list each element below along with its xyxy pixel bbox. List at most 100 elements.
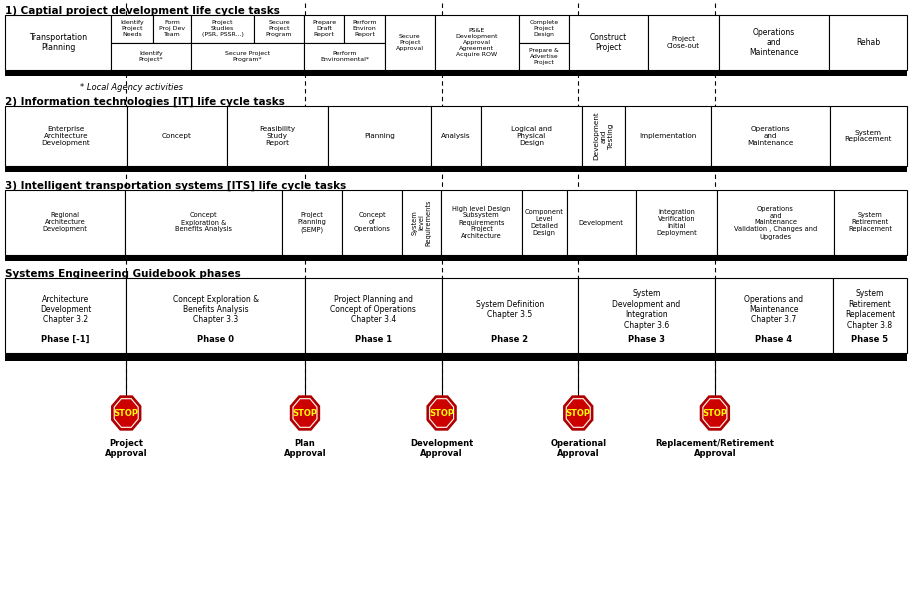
Text: Operations
and
Maintenance: Operations and Maintenance <box>746 126 793 146</box>
FancyBboxPatch shape <box>5 354 906 361</box>
Text: Transportation
Planning: Transportation Planning <box>29 33 87 52</box>
FancyBboxPatch shape <box>581 106 625 166</box>
Text: Project
Planning
(SEMP): Project Planning (SEMP) <box>298 212 326 233</box>
Polygon shape <box>564 397 592 429</box>
FancyBboxPatch shape <box>635 190 716 255</box>
Text: Perform
Environmental*: Perform Environmental* <box>320 51 368 62</box>
FancyBboxPatch shape <box>521 190 566 255</box>
Text: STOP: STOP <box>292 409 317 418</box>
Text: Perform
Environ
Report: Perform Environ Report <box>352 20 376 37</box>
Polygon shape <box>427 397 456 429</box>
FancyBboxPatch shape <box>111 43 190 70</box>
FancyBboxPatch shape <box>127 106 227 166</box>
Text: System
Retirement
Replacement: System Retirement Replacement <box>847 213 892 232</box>
Text: Operations and
Maintenance
Chapter 3.7: Operations and Maintenance Chapter 3.7 <box>743 295 803 325</box>
Text: Identify
Project*: Identify Project* <box>138 51 163 62</box>
Text: Form
Proj Dev
Team: Form Proj Dev Team <box>159 20 185 37</box>
FancyBboxPatch shape <box>125 190 282 255</box>
Text: PS&E
Development
Approval
Agreement
Acquire ROW: PS&E Development Approval Agreement Acqu… <box>456 28 497 56</box>
FancyBboxPatch shape <box>5 167 906 172</box>
Text: Project
Close-out: Project Close-out <box>666 36 699 49</box>
Text: Component
Level
Detailed
Design: Component Level Detailed Design <box>525 209 563 236</box>
FancyBboxPatch shape <box>303 15 344 43</box>
Text: Concept
of
Operations: Concept of Operations <box>353 213 390 232</box>
FancyBboxPatch shape <box>254 15 303 43</box>
Text: Phase 4: Phase 4 <box>754 335 792 344</box>
Text: Development: Development <box>578 219 623 225</box>
Text: 2) Information technologies [IT] life cycle tasks: 2) Information technologies [IT] life cy… <box>5 97 284 107</box>
FancyBboxPatch shape <box>384 15 435 70</box>
FancyBboxPatch shape <box>828 15 906 70</box>
Text: STOP: STOP <box>114 409 138 418</box>
Text: Concept Exploration &
Benefits Analysis
Chapter 3.3: Concept Exploration & Benefits Analysis … <box>172 295 259 325</box>
FancyBboxPatch shape <box>578 278 714 353</box>
FancyBboxPatch shape <box>227 106 328 166</box>
FancyBboxPatch shape <box>190 43 303 70</box>
Text: Phase 3: Phase 3 <box>628 335 664 344</box>
FancyBboxPatch shape <box>440 190 521 255</box>
FancyBboxPatch shape <box>5 106 127 166</box>
Text: Operations
and
Maintenance
Validation , Changes and
Upgrades: Operations and Maintenance Validation , … <box>733 205 816 240</box>
Text: Identify
Project
Needs: Identify Project Needs <box>120 20 144 37</box>
Text: Development
Approval: Development Approval <box>410 439 473 458</box>
FancyBboxPatch shape <box>714 278 832 353</box>
Text: Secure
Project
Program: Secure Project Program <box>265 20 292 37</box>
Text: STOP: STOP <box>701 409 727 418</box>
FancyBboxPatch shape <box>344 15 384 43</box>
FancyBboxPatch shape <box>435 15 518 70</box>
Text: System
Development and
Integration
Chapter 3.6: System Development and Integration Chapt… <box>612 289 680 329</box>
FancyBboxPatch shape <box>126 278 304 353</box>
Polygon shape <box>291 397 319 429</box>
Text: Project
Studies
(PSR, PSSR...): Project Studies (PSR, PSSR...) <box>201 20 243 37</box>
FancyBboxPatch shape <box>152 15 190 43</box>
Text: High level Design
Subsystem
Requirements
Project
Architecture: High level Design Subsystem Requirements… <box>452 205 510 240</box>
FancyBboxPatch shape <box>568 15 647 70</box>
Text: Phase 0: Phase 0 <box>197 335 234 344</box>
Text: Plan
Approval: Plan Approval <box>283 439 326 458</box>
Text: Concept
Exploration &
Benefits Analysis: Concept Exploration & Benefits Analysis <box>175 213 231 232</box>
Text: Concept: Concept <box>162 133 191 139</box>
FancyBboxPatch shape <box>282 190 342 255</box>
Text: STOP: STOP <box>429 409 454 418</box>
FancyBboxPatch shape <box>480 106 581 166</box>
FancyBboxPatch shape <box>5 256 906 261</box>
FancyBboxPatch shape <box>518 43 568 70</box>
Text: System Definition
Chapter 3.5: System Definition Chapter 3.5 <box>476 300 544 319</box>
FancyBboxPatch shape <box>718 15 828 70</box>
FancyBboxPatch shape <box>190 15 254 43</box>
Text: System
level
Requirements: System level Requirements <box>411 199 431 246</box>
Text: Development
and
Testing: Development and Testing <box>593 111 613 161</box>
Text: STOP: STOP <box>565 409 590 418</box>
FancyBboxPatch shape <box>5 71 906 76</box>
Text: * Local Agency activities: * Local Agency activities <box>80 83 183 92</box>
FancyBboxPatch shape <box>711 106 829 166</box>
Text: Construct
Project: Construct Project <box>589 33 626 52</box>
FancyBboxPatch shape <box>5 278 126 353</box>
Text: Enterprise
Architecture
Development: Enterprise Architecture Development <box>42 126 90 146</box>
FancyBboxPatch shape <box>832 278 906 353</box>
FancyBboxPatch shape <box>833 190 906 255</box>
Text: Project
Approval: Project Approval <box>105 439 148 458</box>
Text: System
Replacement: System Replacement <box>844 129 891 143</box>
Text: Prepare &
Advertise
Project: Prepare & Advertise Project <box>528 48 558 65</box>
FancyBboxPatch shape <box>328 106 431 166</box>
Text: Analysis: Analysis <box>441 133 470 139</box>
Polygon shape <box>112 397 140 429</box>
Text: Feasibility
Study
Report: Feasibility Study Report <box>259 126 295 146</box>
Text: Planning: Planning <box>363 133 394 139</box>
FancyBboxPatch shape <box>829 106 906 166</box>
FancyBboxPatch shape <box>647 15 718 70</box>
FancyBboxPatch shape <box>111 15 152 43</box>
Text: Secure
Project
Approval: Secure Project Approval <box>395 34 424 51</box>
Text: Prepare
Draft
Report: Prepare Draft Report <box>312 20 336 37</box>
FancyBboxPatch shape <box>431 106 480 166</box>
Text: Systems Engineering Guidebook phases: Systems Engineering Guidebook phases <box>5 269 241 279</box>
Text: Logical and
Physical
Design: Logical and Physical Design <box>510 126 551 146</box>
FancyBboxPatch shape <box>342 190 402 255</box>
FancyBboxPatch shape <box>566 190 635 255</box>
Text: Integration
Verification
Initial
Deployment: Integration Verification Initial Deploym… <box>655 209 696 236</box>
Text: Rehab: Rehab <box>855 38 879 47</box>
Text: 3) Intelligent transportation systems [ITS] life cycle tasks: 3) Intelligent transportation systems [I… <box>5 181 346 191</box>
Text: 1) Captial project development life cycle tasks: 1) Captial project development life cycl… <box>5 6 280 16</box>
FancyBboxPatch shape <box>303 43 384 70</box>
